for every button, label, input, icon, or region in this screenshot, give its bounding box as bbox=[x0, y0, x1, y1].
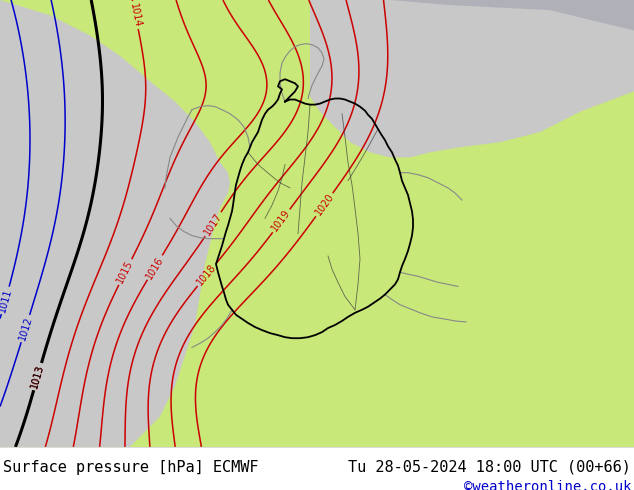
Polygon shape bbox=[310, 0, 634, 157]
Polygon shape bbox=[0, 0, 634, 447]
Text: 1020: 1020 bbox=[313, 192, 335, 218]
Polygon shape bbox=[390, 0, 634, 30]
Text: 1013: 1013 bbox=[29, 364, 46, 390]
Text: 1012: 1012 bbox=[17, 315, 34, 342]
Text: Surface pressure [hPa] ECMWF: Surface pressure [hPa] ECMWF bbox=[3, 460, 259, 475]
Text: 1019: 1019 bbox=[270, 208, 292, 234]
Text: 1016: 1016 bbox=[144, 254, 165, 281]
Text: 1015: 1015 bbox=[115, 259, 135, 285]
Text: 1018: 1018 bbox=[195, 262, 218, 288]
Text: Tu 28-05-2024 18:00 UTC (00+66): Tu 28-05-2024 18:00 UTC (00+66) bbox=[348, 460, 631, 475]
Text: 1013: 1013 bbox=[29, 364, 46, 390]
Text: 1017: 1017 bbox=[202, 211, 224, 237]
Text: ©weatheronline.co.uk: ©weatheronline.co.uk bbox=[463, 480, 631, 490]
Polygon shape bbox=[0, 0, 634, 447]
Polygon shape bbox=[0, 0, 230, 447]
Text: 1011: 1011 bbox=[0, 287, 13, 314]
Text: 1014: 1014 bbox=[128, 2, 143, 28]
